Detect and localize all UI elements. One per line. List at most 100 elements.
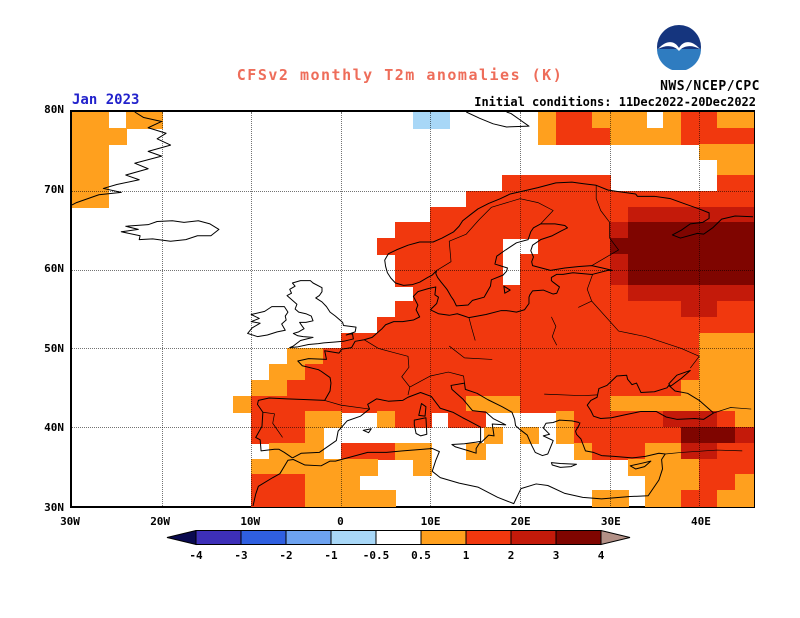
anomaly-cell xyxy=(573,364,594,382)
anomaly-cell xyxy=(717,395,737,413)
anomaly-cell xyxy=(466,316,486,334)
anomaly-cell xyxy=(537,253,558,271)
anomaly-cell xyxy=(448,395,468,413)
anomaly-cell xyxy=(520,348,540,366)
anomaly-cell xyxy=(89,112,110,129)
anomaly-cell xyxy=(663,301,683,319)
anomaly-cell xyxy=(340,348,361,366)
coastline-med-europe xyxy=(292,383,579,458)
anomaly-cell xyxy=(394,253,414,271)
anomaly-cell xyxy=(609,395,629,413)
lat-tick-label: 70N xyxy=(44,182,64,196)
anomaly-cell xyxy=(699,474,719,492)
grid-line-lat xyxy=(72,427,753,429)
anomaly-cell xyxy=(609,238,629,256)
anomaly-cell xyxy=(520,364,540,382)
anomaly-cell xyxy=(520,285,540,303)
anomaly-cell xyxy=(412,285,432,303)
anomaly-cell xyxy=(699,112,719,129)
anomaly-cell xyxy=(735,112,755,129)
lon-tick-label: 40E xyxy=(690,515,711,528)
anomaly-cell xyxy=(735,316,755,334)
anomaly-cell xyxy=(645,458,665,476)
anomaly-cell xyxy=(430,316,450,334)
anomaly-cell xyxy=(735,301,755,319)
anomaly-cell xyxy=(573,411,594,429)
anomaly-cell xyxy=(484,348,504,366)
anomaly-cell xyxy=(681,364,701,382)
anomaly-cell xyxy=(520,395,540,413)
anomaly-cell xyxy=(287,379,307,397)
anomaly-cell xyxy=(448,253,468,271)
anomaly-cell xyxy=(609,285,629,303)
anomaly-cell xyxy=(681,238,701,256)
anomaly-cell xyxy=(717,112,737,129)
anomaly-cell xyxy=(448,364,468,382)
anomaly-cell xyxy=(555,238,576,256)
anomaly-cell xyxy=(645,238,665,256)
anomaly-cell xyxy=(681,442,701,460)
anomaly-cell xyxy=(735,348,755,366)
anomaly-cell xyxy=(376,490,396,508)
anomaly-cell xyxy=(466,222,486,240)
anomaly-cell xyxy=(663,427,683,445)
anomaly-cell xyxy=(717,442,737,460)
anomaly-cell xyxy=(591,427,611,445)
anomaly-cell xyxy=(717,253,737,271)
anomaly-cell xyxy=(645,379,665,397)
anomaly-cell xyxy=(555,411,576,429)
anomaly-cell xyxy=(412,442,432,460)
anomaly-cell xyxy=(251,427,271,445)
anomaly-cell xyxy=(269,490,289,508)
colorbar-tick-label: 3 xyxy=(552,549,560,562)
anomaly-cell xyxy=(609,269,629,287)
anomaly-cell xyxy=(699,253,719,271)
anomaly-cell xyxy=(663,253,683,271)
anomaly-cell xyxy=(502,316,522,334)
anomaly-cell xyxy=(394,379,414,397)
anomaly-cell xyxy=(717,364,737,382)
anomaly-cell xyxy=(412,253,432,271)
anomaly-cell xyxy=(269,395,289,413)
anomaly-cell xyxy=(609,411,629,429)
anomaly-cell xyxy=(466,269,486,287)
grid-line-lon xyxy=(520,112,522,506)
initial-conditions-label: Initial conditions: 11Dec2022-20Dec2022 xyxy=(474,95,756,109)
anomaly-cell xyxy=(304,490,325,508)
anomaly-cell xyxy=(681,301,701,319)
anomaly-cell xyxy=(555,379,576,397)
anomaly-cell xyxy=(520,222,540,240)
anomaly-cell xyxy=(627,411,647,429)
anomaly-cell xyxy=(430,348,450,366)
anomaly-cell xyxy=(537,190,558,208)
anomaly-cell xyxy=(735,175,755,192)
anomaly-cell xyxy=(251,474,271,492)
anomaly-cell xyxy=(663,332,683,350)
anomaly-cell xyxy=(645,316,665,334)
anomaly-cell xyxy=(663,238,683,256)
anomaly-cell xyxy=(304,411,325,429)
anomaly-cell xyxy=(699,490,719,508)
anomaly-cell xyxy=(591,395,611,413)
anomaly-cell xyxy=(663,379,683,397)
anomaly-cell xyxy=(304,442,325,460)
anomaly-cell xyxy=(735,490,755,508)
anomaly-cell xyxy=(376,379,396,397)
anomaly-cell xyxy=(448,222,468,240)
anomaly-cell xyxy=(287,364,307,382)
anomaly-cell xyxy=(412,316,432,334)
anomaly-cell xyxy=(430,238,450,256)
anomaly-cell xyxy=(681,332,701,350)
coastline-ireland xyxy=(248,307,288,337)
anomaly-cell xyxy=(663,458,683,476)
anomaly-cell xyxy=(484,222,504,240)
colorbar: -4 -3 -2 -1 -0.5 0.5 1 2 3 4 xyxy=(166,529,632,566)
anomaly-cell xyxy=(555,364,576,382)
anomaly-cell xyxy=(466,364,486,382)
anomaly-cell xyxy=(502,395,522,413)
anomaly-cell xyxy=(484,238,504,256)
anomaly-cell xyxy=(699,332,719,350)
anomaly-cell xyxy=(717,348,737,366)
anomaly-cell xyxy=(717,427,737,445)
grid-line-lat xyxy=(72,190,753,192)
